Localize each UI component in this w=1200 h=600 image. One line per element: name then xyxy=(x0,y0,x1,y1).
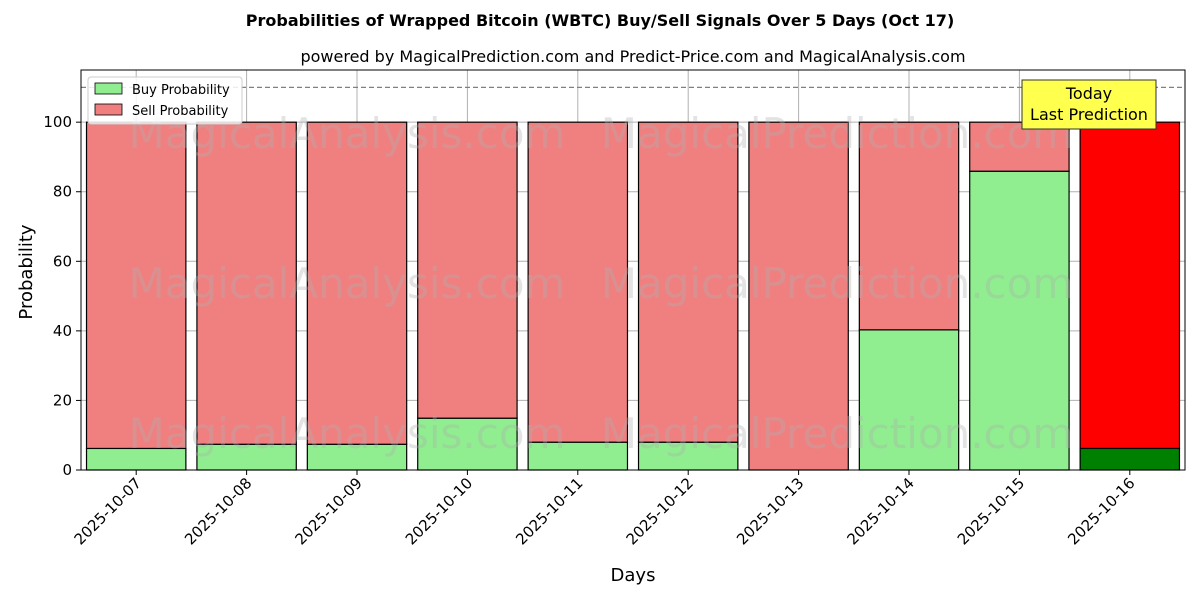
annotation-box xyxy=(1021,79,1157,130)
y-tick-label: 60 xyxy=(53,252,72,270)
bar-sell xyxy=(306,121,408,445)
bar-buy xyxy=(858,329,960,471)
bar-sell xyxy=(858,121,960,331)
y-tick-label: 40 xyxy=(53,322,72,340)
legend-swatch-sell xyxy=(94,103,123,116)
watermarks: MagicalAnalysis.com MagicalPrediction.com… xyxy=(129,109,1074,458)
annotation-line-1: Today xyxy=(1065,84,1112,103)
y-tick-label: 20 xyxy=(53,391,72,409)
x-tick-label: 2025-10-15 xyxy=(954,474,1028,548)
legend-label-sell: Sell Probability xyxy=(132,104,229,119)
bar-sell xyxy=(748,121,849,471)
x-axis-label: Days xyxy=(611,565,656,586)
watermark-text: MagicalPrediction.com xyxy=(601,409,1074,458)
x-tick-label: 2025-10-09 xyxy=(291,474,365,548)
y-tick-label: 80 xyxy=(53,183,72,201)
watermark-text: MagicalAnalysis.com xyxy=(129,259,566,308)
chart-subtitle: powered by MagicalPrediction.com and Pre… xyxy=(300,47,965,66)
x-tick-label: 2025-10-10 xyxy=(402,474,476,548)
bar-buy xyxy=(196,443,297,471)
x-tick-label: 2025-10-07 xyxy=(71,474,145,548)
watermark-text: MagicalAnalysis.com xyxy=(129,409,566,458)
bar-sell xyxy=(527,121,629,443)
legend: Buy Probability Sell Probability xyxy=(87,76,243,125)
bar-sell xyxy=(196,121,297,445)
x-tick-label: 2025-10-08 xyxy=(181,474,255,548)
bar-sell xyxy=(637,121,739,443)
x-tick-label: 2025-10-16 xyxy=(1064,474,1138,548)
today-annotation: Today Last Prediction xyxy=(1021,79,1157,130)
watermark-text: MagicalPrediction.com xyxy=(601,109,1074,158)
bar-sell xyxy=(969,121,1070,172)
chart-title: Probabilities of Wrapped Bitcoin (WBTC) … xyxy=(246,11,955,30)
x-tick-label: 2025-10-14 xyxy=(843,474,917,548)
annotation-line-2: Last Prediction xyxy=(1030,105,1148,124)
x-tick-label: 2025-10-12 xyxy=(623,474,697,548)
bar-sell xyxy=(1079,121,1181,450)
bar-buy xyxy=(637,441,739,471)
bar-buy xyxy=(1079,447,1181,471)
legend-label-buy: Buy Probability xyxy=(132,83,230,98)
y-axis-label: Probability xyxy=(16,224,37,319)
plot-frame xyxy=(80,69,1186,471)
legend-swatch-buy xyxy=(94,82,123,95)
y-tick-label: 0 xyxy=(62,461,72,479)
bar-buy xyxy=(306,443,408,471)
legend-frame xyxy=(87,76,243,125)
watermark-text: MagicalPrediction.com xyxy=(601,259,1074,308)
x-tick-label: 2025-10-13 xyxy=(733,474,807,548)
x-tick-label: 2025-10-11 xyxy=(512,474,586,548)
y-tick-label: 100 xyxy=(43,113,72,131)
bar-sell xyxy=(417,121,518,419)
